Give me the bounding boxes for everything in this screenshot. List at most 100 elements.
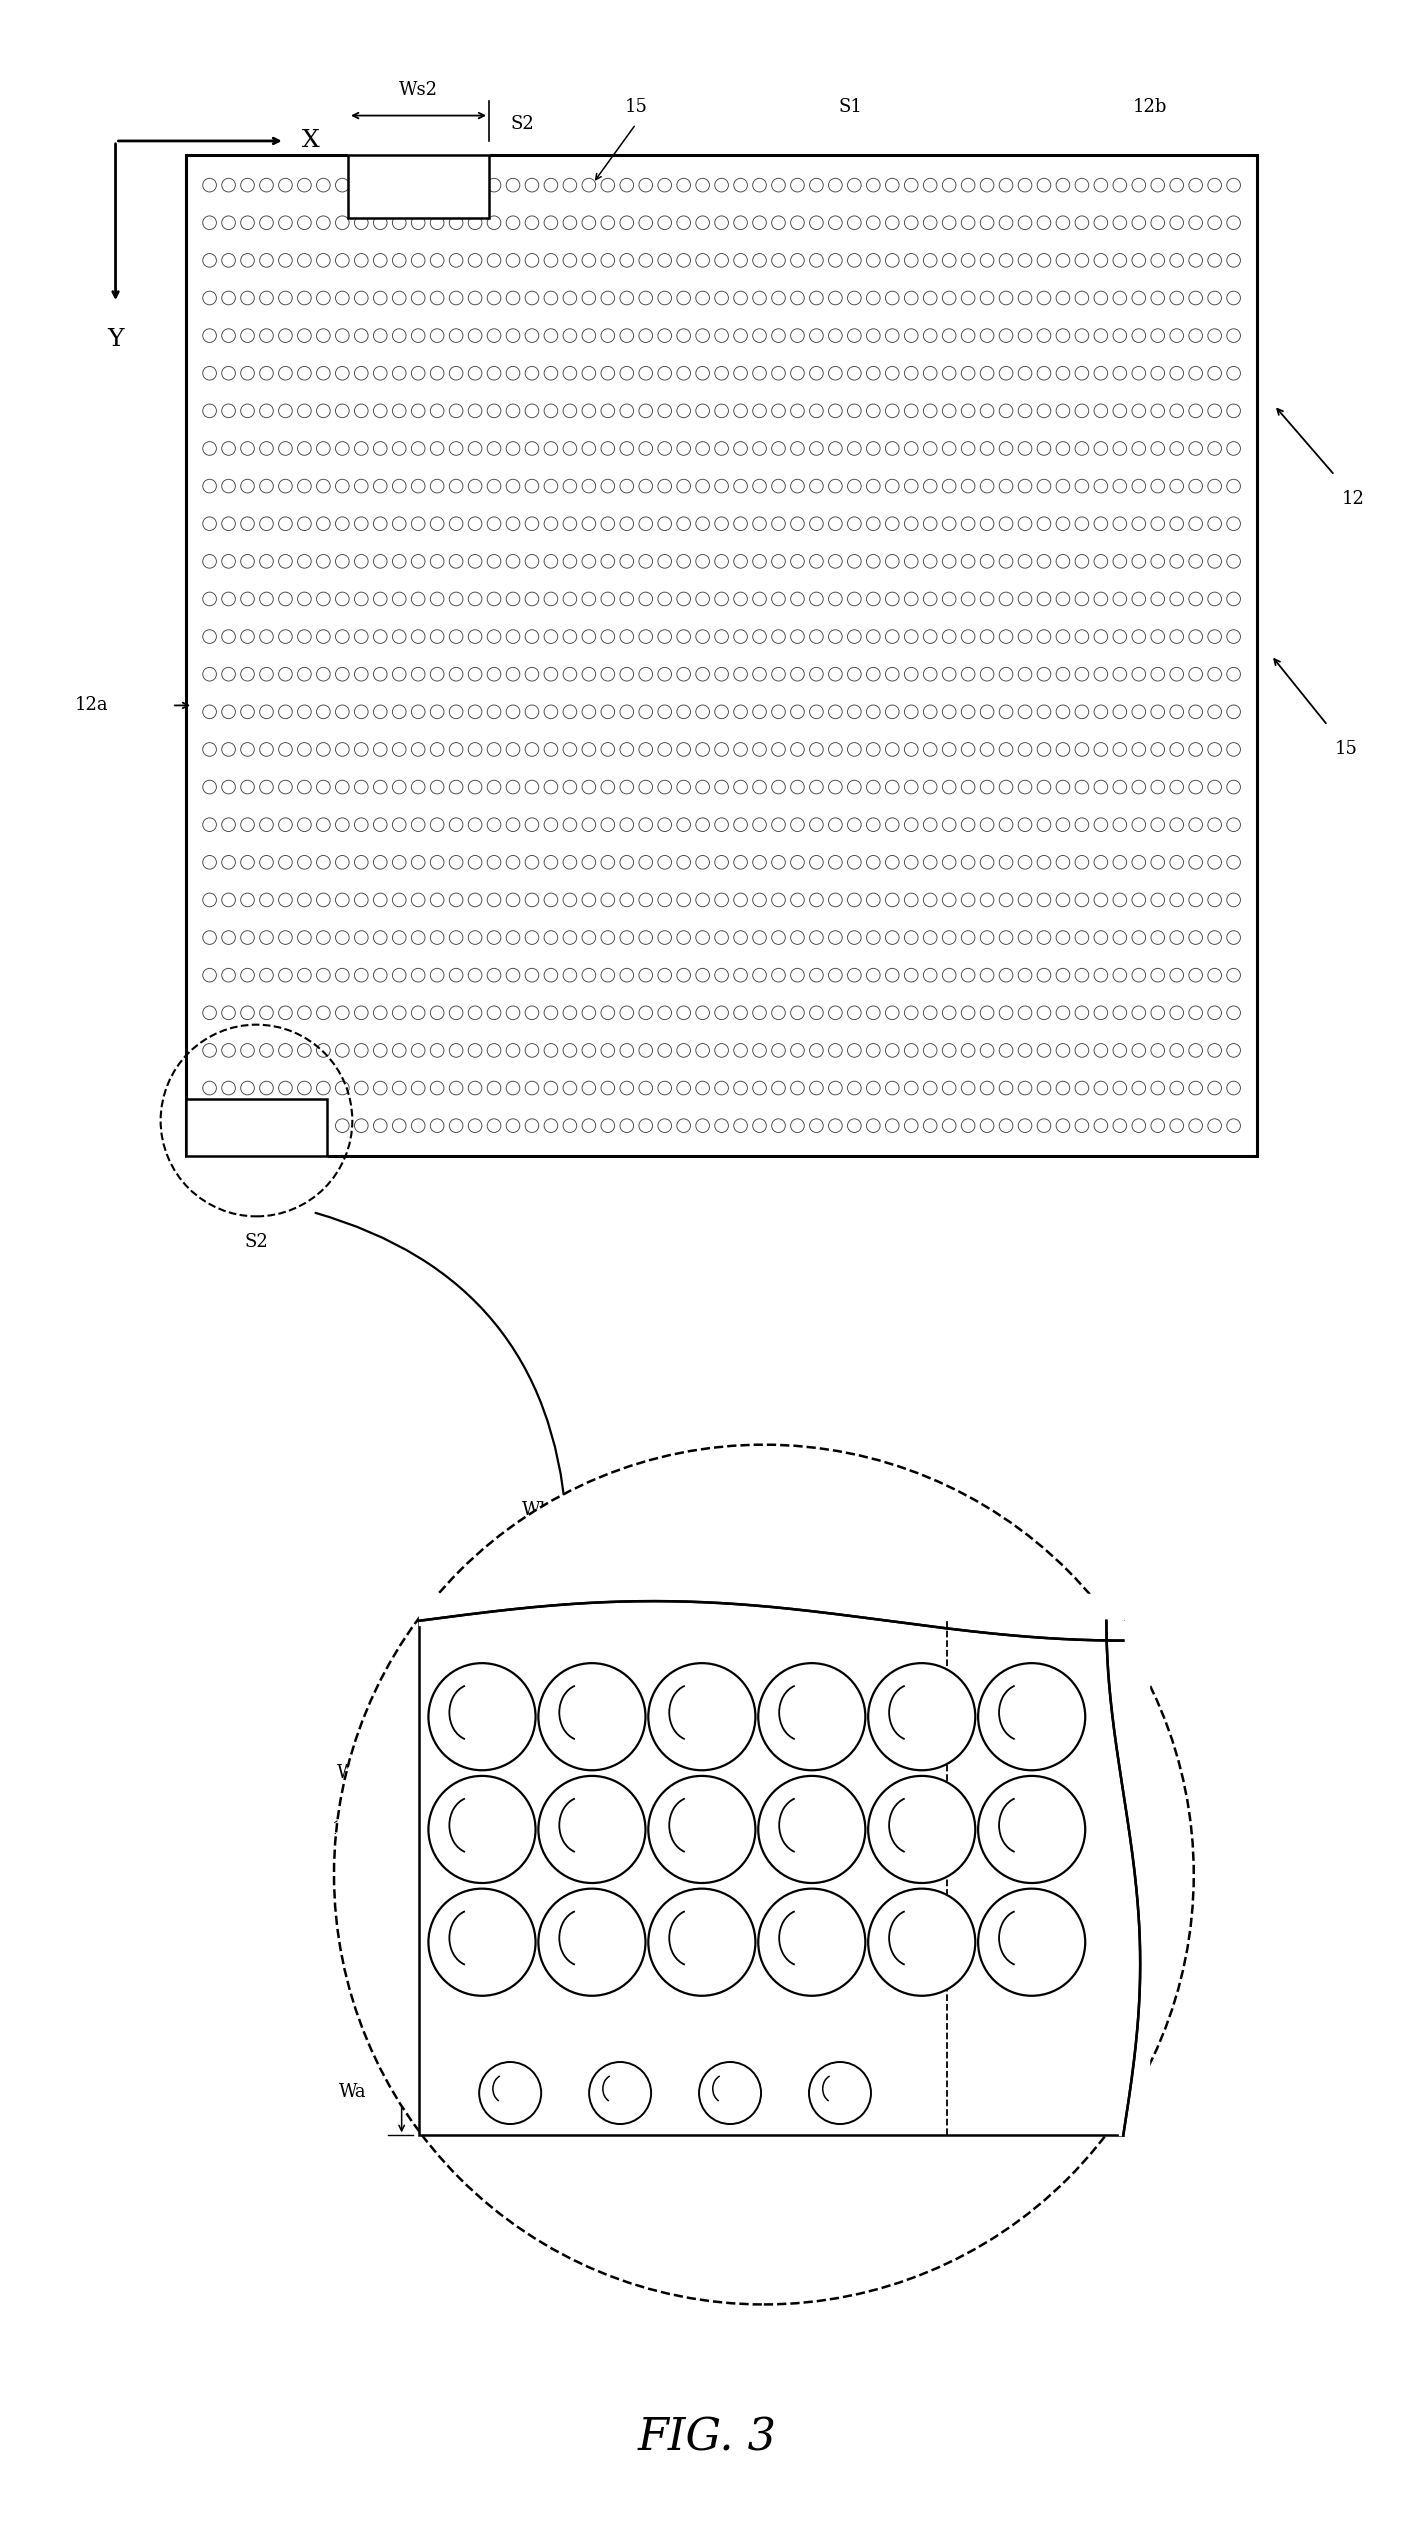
Circle shape (1019, 254, 1032, 266)
Circle shape (279, 855, 293, 870)
Circle shape (676, 1043, 691, 1058)
Circle shape (791, 855, 804, 870)
Circle shape (297, 330, 311, 342)
Circle shape (1150, 330, 1165, 342)
Circle shape (297, 216, 311, 228)
Circle shape (1094, 479, 1108, 492)
Text: Wa: Wa (338, 2083, 366, 2101)
Circle shape (715, 629, 729, 644)
Circle shape (999, 292, 1013, 304)
Text: 15: 15 (1334, 741, 1357, 759)
Circle shape (866, 591, 880, 606)
Circle shape (1019, 855, 1032, 870)
Circle shape (809, 254, 824, 266)
Circle shape (942, 330, 957, 342)
Circle shape (1114, 781, 1126, 794)
Circle shape (1056, 254, 1070, 266)
Circle shape (886, 667, 899, 680)
Circle shape (507, 178, 519, 193)
Circle shape (563, 216, 577, 228)
Circle shape (1208, 931, 1221, 944)
Circle shape (696, 216, 709, 228)
Circle shape (1114, 403, 1126, 419)
Circle shape (620, 969, 634, 982)
Circle shape (1170, 931, 1183, 944)
Circle shape (696, 1043, 709, 1058)
Circle shape (848, 1081, 862, 1096)
Circle shape (450, 893, 463, 906)
Circle shape (317, 1081, 330, 1096)
Circle shape (658, 441, 672, 454)
Circle shape (658, 931, 672, 944)
Circle shape (981, 1043, 993, 1058)
Circle shape (259, 591, 273, 606)
Circle shape (924, 629, 937, 644)
Circle shape (848, 479, 862, 492)
Circle shape (753, 254, 767, 266)
Circle shape (468, 1119, 483, 1132)
Circle shape (317, 855, 330, 870)
Circle shape (487, 855, 501, 870)
Circle shape (791, 254, 804, 266)
Circle shape (468, 365, 483, 381)
Circle shape (904, 781, 918, 794)
Circle shape (676, 479, 691, 492)
Circle shape (961, 441, 975, 454)
Circle shape (1150, 817, 1165, 832)
Circle shape (658, 518, 672, 530)
Circle shape (1132, 1119, 1146, 1132)
Circle shape (412, 743, 424, 756)
Circle shape (999, 479, 1013, 492)
Circle shape (335, 1119, 350, 1132)
Circle shape (1056, 743, 1070, 756)
Circle shape (791, 667, 804, 680)
Circle shape (202, 893, 216, 906)
Circle shape (942, 178, 957, 193)
Circle shape (487, 1119, 501, 1132)
Circle shape (507, 518, 519, 530)
Circle shape (640, 629, 652, 644)
Circle shape (753, 667, 767, 680)
Circle shape (1227, 403, 1241, 419)
Circle shape (809, 518, 824, 530)
Circle shape (545, 893, 558, 906)
Circle shape (866, 931, 880, 944)
Circle shape (904, 479, 918, 492)
Circle shape (866, 1119, 880, 1132)
Circle shape (601, 781, 614, 794)
Circle shape (450, 254, 463, 266)
Circle shape (848, 817, 862, 832)
Circle shape (601, 479, 614, 492)
Circle shape (563, 667, 577, 680)
Circle shape (904, 743, 918, 756)
Circle shape (771, 629, 785, 644)
Circle shape (1208, 403, 1221, 419)
Circle shape (545, 254, 558, 266)
Circle shape (1150, 292, 1165, 304)
Circle shape (904, 178, 918, 193)
Circle shape (715, 817, 729, 832)
Circle shape (1019, 1119, 1032, 1132)
Circle shape (1227, 817, 1241, 832)
Circle shape (924, 1081, 937, 1096)
Circle shape (1019, 441, 1032, 454)
Circle shape (640, 1043, 652, 1058)
Circle shape (771, 216, 785, 228)
Circle shape (791, 556, 804, 568)
Circle shape (999, 1007, 1013, 1020)
Circle shape (412, 292, 424, 304)
Circle shape (640, 254, 652, 266)
Circle shape (848, 1007, 862, 1020)
Circle shape (582, 743, 596, 756)
Circle shape (279, 969, 293, 982)
Circle shape (507, 292, 519, 304)
Circle shape (222, 254, 235, 266)
Circle shape (640, 216, 652, 228)
Circle shape (450, 1043, 463, 1058)
Circle shape (1075, 1081, 1088, 1096)
Circle shape (335, 667, 350, 680)
Circle shape (335, 855, 350, 870)
Circle shape (563, 403, 577, 419)
Circle shape (924, 1043, 937, 1058)
Circle shape (829, 254, 842, 266)
